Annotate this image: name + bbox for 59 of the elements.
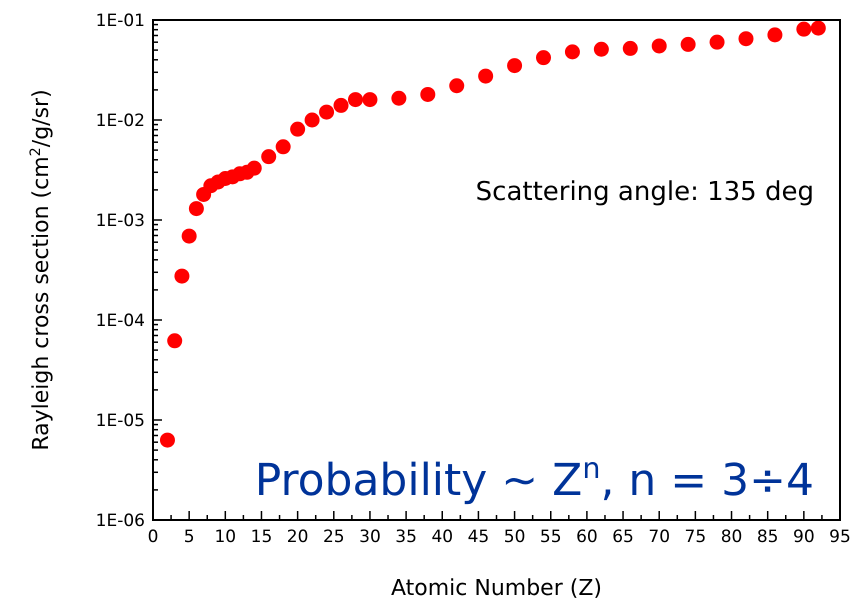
point bbox=[796, 22, 812, 37]
point bbox=[710, 34, 725, 50]
point bbox=[564, 44, 580, 60]
x-tick-label: 90 bbox=[793, 527, 815, 547]
annotation: Probability ~ Z$^{n}$, n = 3÷4 bbox=[254, 451, 814, 506]
point bbox=[160, 432, 175, 448]
point bbox=[167, 333, 182, 348]
x-tick-label: 40 bbox=[431, 527, 454, 547]
point bbox=[622, 40, 638, 56]
point bbox=[304, 112, 320, 128]
x-axis-title: Atomic Number (Z) bbox=[391, 576, 602, 601]
x-tick-label: 10 bbox=[214, 527, 236, 547]
x-tick-label: 20 bbox=[286, 527, 308, 547]
point bbox=[391, 90, 406, 106]
annotation: Scattering angle: 135 deg bbox=[476, 177, 814, 207]
x-tick-label: 85 bbox=[756, 527, 779, 547]
point bbox=[507, 58, 522, 74]
y-tick-label: 1E-06 bbox=[96, 510, 145, 531]
point bbox=[594, 42, 609, 57]
x-tick-label: 55 bbox=[540, 527, 562, 547]
point bbox=[276, 139, 291, 154]
point bbox=[420, 86, 436, 102]
x-tick-label: 50 bbox=[504, 527, 526, 547]
point bbox=[246, 160, 262, 176]
point bbox=[174, 268, 190, 284]
point bbox=[536, 50, 552, 66]
x-tick-label: 45 bbox=[468, 527, 490, 547]
y-tick-label: 1E-01 bbox=[96, 10, 145, 31]
point bbox=[767, 27, 782, 42]
x-tick-label: 80 bbox=[720, 527, 742, 547]
point bbox=[478, 68, 494, 84]
point bbox=[182, 228, 197, 244]
x-tick-label: 5 bbox=[184, 527, 195, 547]
x-tick-label: 0 bbox=[148, 527, 158, 547]
x-tick-label: 75 bbox=[684, 527, 706, 547]
point bbox=[449, 78, 464, 94]
point bbox=[290, 122, 306, 137]
x-tick-label: 60 bbox=[576, 527, 598, 547]
y-tick-label: 1E-04 bbox=[96, 310, 145, 331]
point bbox=[188, 201, 204, 216]
point bbox=[261, 149, 276, 164]
x-tick-label: 95 bbox=[829, 527, 851, 547]
x-tick-label: 15 bbox=[250, 527, 272, 547]
point bbox=[348, 92, 363, 108]
point bbox=[810, 20, 826, 36]
point bbox=[652, 38, 667, 54]
y-tick-label: 1E-02 bbox=[96, 110, 145, 131]
y-tick-label: 1E-05 bbox=[96, 410, 145, 431]
point bbox=[738, 31, 754, 46]
x-tick-label: 30 bbox=[359, 527, 381, 547]
point bbox=[334, 98, 349, 113]
x-tick-label: 65 bbox=[612, 527, 634, 547]
y-tick-label: 1E-03 bbox=[96, 210, 145, 231]
x-tick-label: 70 bbox=[648, 527, 670, 547]
point bbox=[680, 36, 696, 52]
x-tick-label: 35 bbox=[395, 527, 417, 547]
point bbox=[319, 104, 334, 120]
x-tick-label: 25 bbox=[322, 527, 345, 547]
point bbox=[362, 92, 378, 108]
